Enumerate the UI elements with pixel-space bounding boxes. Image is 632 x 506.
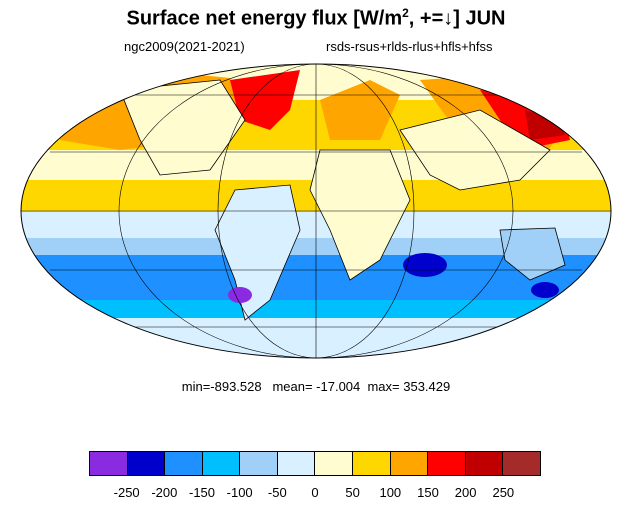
colorbar-tick-label: 0 [311, 485, 319, 500]
patch-drake [228, 287, 252, 303]
title-suffix: , +=↓] JUN [408, 7, 506, 30]
colorbar-tick-label: 150 [417, 485, 439, 500]
subtitle-left: ngc2009(2021-2021) [124, 39, 245, 54]
colorbar-segment [165, 452, 203, 475]
colorbar-segment [127, 452, 166, 475]
colorbar-segment [390, 452, 429, 475]
colorbar-tick-label: 250 [492, 485, 515, 500]
colorbar-tick-label: -250 [113, 485, 140, 500]
patch-siberia-hot [525, 110, 565, 140]
colorbar-tick-label: -200 [151, 485, 178, 500]
colorbar-tick-label: -50 [267, 485, 287, 500]
map-outline [20, 63, 612, 359]
colorbar-segment [503, 452, 540, 475]
subtitle-right: rsds-rsus+rlds-rlus+hfls+hfss [326, 39, 493, 54]
colorbar-tick-label: -150 [188, 485, 216, 500]
colorbar [89, 451, 541, 476]
patch-tasman [531, 282, 559, 298]
colorbar-segment [353, 452, 391, 475]
colorbar-segment [277, 452, 316, 475]
colorbar-segment [240, 452, 278, 475]
colorbar-segment [428, 452, 466, 475]
colorbar-tick-label: -100 [226, 485, 253, 500]
south-america [214, 184, 301, 321]
colorbar-segment [315, 452, 354, 475]
chart-title: Surface net energy flux [W/m2, +=↓] JUN [0, 6, 632, 31]
title-prefix: Surface net energy flux [W/m [126, 7, 403, 30]
title-superscript: 2 [402, 6, 409, 20]
stats-line: min=-893.528 mean= -17.004 max= 353.429 [181, 379, 451, 394]
eurasia-south [399, 109, 551, 191]
colorbar-tick-label: 100 [379, 485, 402, 500]
colorbar-tick-label: 50 [345, 485, 360, 500]
colorbar-tick-label: 200 [454, 485, 477, 500]
colorbar-segment [202, 452, 241, 475]
patch-indian-ocean [403, 253, 447, 277]
north-america [119, 79, 246, 176]
colorbar-segment [465, 452, 504, 475]
patch-north-atlantic [230, 70, 300, 130]
graticule [21, 64, 611, 358]
colorbar-segment [90, 452, 128, 475]
